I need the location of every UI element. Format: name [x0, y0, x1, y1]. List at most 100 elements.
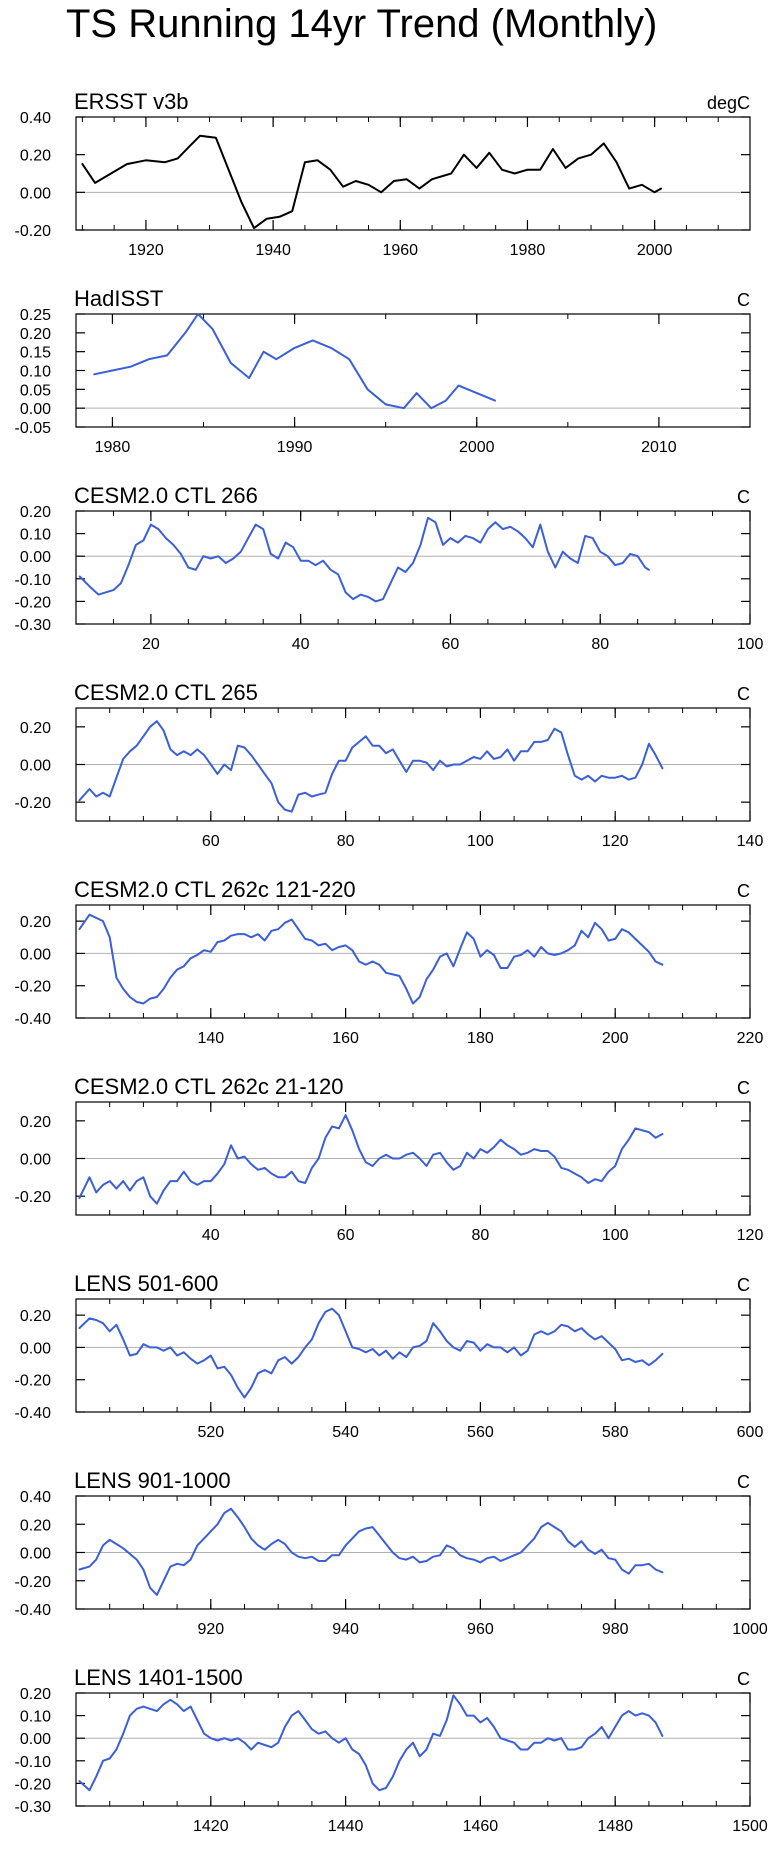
y-tick-label: 0.05	[20, 382, 51, 399]
panel-units-label: C	[737, 1275, 750, 1295]
x-tick-label: 1980	[95, 439, 131, 456]
x-tick-label: 2000	[637, 242, 673, 259]
x-tick-label: 80	[591, 636, 609, 653]
x-tick-label: 1460	[463, 1818, 499, 1835]
x-tick-label: 1940	[255, 242, 291, 259]
y-tick-label: -0.40	[15, 1602, 52, 1619]
y-tick-label: 0.40	[20, 110, 51, 127]
x-tick-label: 180	[467, 1030, 494, 1047]
y-tick-label: -0.20	[15, 1776, 52, 1793]
x-tick-label: 2000	[459, 439, 495, 456]
y-tick-label: -0.05	[15, 420, 52, 437]
y-tick-label: 0.00	[20, 1152, 51, 1169]
x-tick-label: 80	[337, 833, 355, 850]
y-tick-label: -0.20	[15, 594, 52, 611]
y-tick-label: 0.00	[20, 758, 51, 775]
x-tick-label: 60	[202, 833, 220, 850]
series-line	[78, 1307, 664, 1399]
x-tick-label: 1990	[277, 439, 313, 456]
plot-frame	[75, 1692, 751, 1807]
chart-panel-1: ERSST v3b degC 1920 1940 1960 1980 2000 -0.20 0.…	[15, 89, 751, 259]
x-tick-label: 80	[472, 1227, 490, 1244]
y-tick-label: 0.20	[20, 1517, 51, 1534]
series-line	[78, 1694, 664, 1792]
series-line	[93, 313, 496, 410]
series-line	[78, 913, 664, 1005]
x-tick-label: 600	[737, 1424, 764, 1441]
x-tick-label: 200	[602, 1030, 629, 1047]
y-tick-label: 0.20	[20, 326, 51, 343]
y-tick-label: 0.10	[20, 364, 51, 381]
y-tick-label: -0.40	[15, 1405, 52, 1422]
y-tick-label: -0.20	[15, 1373, 52, 1390]
x-tick-label: 120	[737, 1227, 764, 1244]
series-line	[78, 516, 650, 603]
panel-units-label: C	[737, 1472, 750, 1492]
y-tick-label: -0.20	[15, 1574, 52, 1591]
x-tick-label: 40	[202, 1227, 220, 1244]
x-tick-label: 140	[197, 1030, 224, 1047]
x-tick-label: 1960	[382, 242, 418, 259]
y-tick-label: 0.00	[20, 401, 51, 418]
y-tick-label: -0.10	[15, 1754, 52, 1771]
y-tick-label: 0.10	[20, 527, 51, 544]
plot-frame	[75, 510, 751, 625]
chart-panel-3: CESM2.0 CTL 266 C 20 40 60 80 100 -0.30 -0.20 -0.…	[15, 483, 764, 653]
chart-panel-9: LENS 1401-1500 C 1420 1440 1460 1480 1500 -0.30…	[15, 1665, 768, 1835]
panel-title: HadISST	[74, 286, 163, 311]
x-tick-label: 100	[467, 833, 494, 850]
chart-panel-7: LENS 501-600 C 520 540 560 580 600 -0.40 -0.20 0.…	[15, 1271, 764, 1441]
y-tick-label: -0.20	[15, 979, 52, 996]
x-tick-label: 60	[442, 636, 460, 653]
page-title: TS Running 14yr Trend (Monthly)	[66, 2, 658, 46]
x-tick-label: 220	[737, 1030, 764, 1047]
y-tick-label: 0.20	[20, 1308, 51, 1325]
x-tick-label: 160	[332, 1030, 359, 1047]
x-tick-label: 540	[332, 1424, 359, 1441]
x-tick-label: 520	[197, 1424, 224, 1441]
x-tick-label: 580	[602, 1424, 629, 1441]
panel-units-label: C	[737, 684, 750, 704]
x-tick-label: 560	[467, 1424, 494, 1441]
chart-panel-5: CESM2.0 CTL 262c 121-220 C 140 160 180 200 220…	[15, 877, 764, 1047]
x-tick-label: 2010	[641, 439, 677, 456]
series-line	[78, 720, 664, 813]
series-line	[78, 1114, 664, 1205]
x-tick-label: 980	[602, 1621, 629, 1638]
x-tick-label: 120	[602, 833, 629, 850]
x-tick-label: 940	[332, 1621, 359, 1638]
x-tick-label: 100	[602, 1227, 629, 1244]
y-tick-label: -0.20	[15, 795, 52, 812]
y-tick-label: 0.20	[20, 1114, 51, 1131]
series-line	[78, 1507, 664, 1596]
x-tick-label: 100	[737, 636, 764, 653]
panel-title: LENS 1401-1500	[74, 1665, 243, 1690]
x-tick-label: 1480	[597, 1818, 633, 1835]
panel-title: LENS 901-1000	[74, 1468, 231, 1493]
plot-frame	[75, 904, 751, 1019]
x-tick-label: 1420	[193, 1818, 229, 1835]
panel-units-label: C	[737, 487, 750, 507]
y-tick-label: 0.00	[20, 946, 51, 963]
plot-frame	[75, 313, 751, 428]
panel-units-label: C	[737, 881, 750, 901]
y-tick-label: 0.20	[20, 720, 51, 737]
panel-units-label: C	[737, 1669, 750, 1689]
y-tick-label: 0.25	[20, 307, 51, 324]
y-tick-label: 0.40	[20, 1489, 51, 1506]
panel-title: CESM2.0 CTL 265	[74, 680, 258, 705]
y-tick-label: -0.10	[15, 572, 52, 589]
x-tick-label: 140	[737, 833, 764, 850]
chart-panel-6: CESM2.0 CTL 262c 21-120 C 40 60 80 100 120 -0.2…	[15, 1074, 764, 1244]
panel-title: CESM2.0 CTL 266	[74, 483, 258, 508]
panel-title: CESM2.0 CTL 262c 21-120	[74, 1074, 343, 1099]
y-tick-label: -0.30	[15, 1799, 52, 1816]
x-tick-label: 1980	[510, 242, 546, 259]
x-tick-label: 1440	[328, 1818, 364, 1835]
panel-units-label: C	[737, 1078, 750, 1098]
x-tick-label: 40	[292, 636, 310, 653]
y-tick-label: -0.40	[15, 1011, 52, 1028]
y-tick-label: 0.20	[20, 148, 51, 165]
